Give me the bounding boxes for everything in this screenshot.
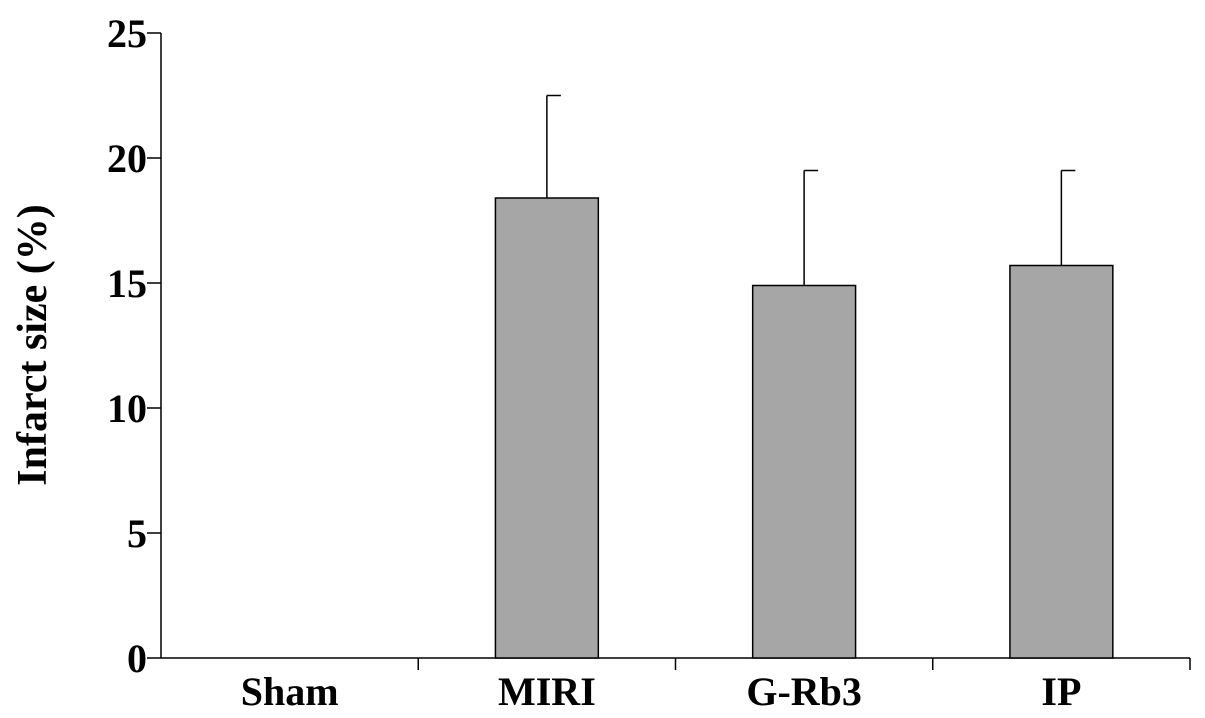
x-tick-label-ip: IP <box>1041 669 1081 714</box>
y-tick-label-5: 5 <box>127 511 147 556</box>
x-tick-label-g-rb3: G-Rb3 <box>746 669 862 714</box>
y-tick-label-10: 10 <box>107 386 147 431</box>
bar-ip <box>1009 264 1114 659</box>
x-tick-label-sham: Sham <box>241 669 339 714</box>
plot-area: 0 5 10 15 20 25 Sham MIRI G-Rb3 IP <box>107 11 1191 714</box>
y-tick-label-20: 20 <box>107 136 147 181</box>
y-tick-label-15: 15 <box>107 261 147 306</box>
y-tick-label-25: 25 <box>107 11 147 56</box>
x-tick-label-miri: MIRI <box>498 669 596 714</box>
y-axis-title: Infarct size (%) <box>10 204 56 485</box>
bar-miri <box>494 197 600 659</box>
y-tick-label-0: 0 <box>127 636 147 681</box>
bar-g-rb3 <box>751 284 857 659</box>
